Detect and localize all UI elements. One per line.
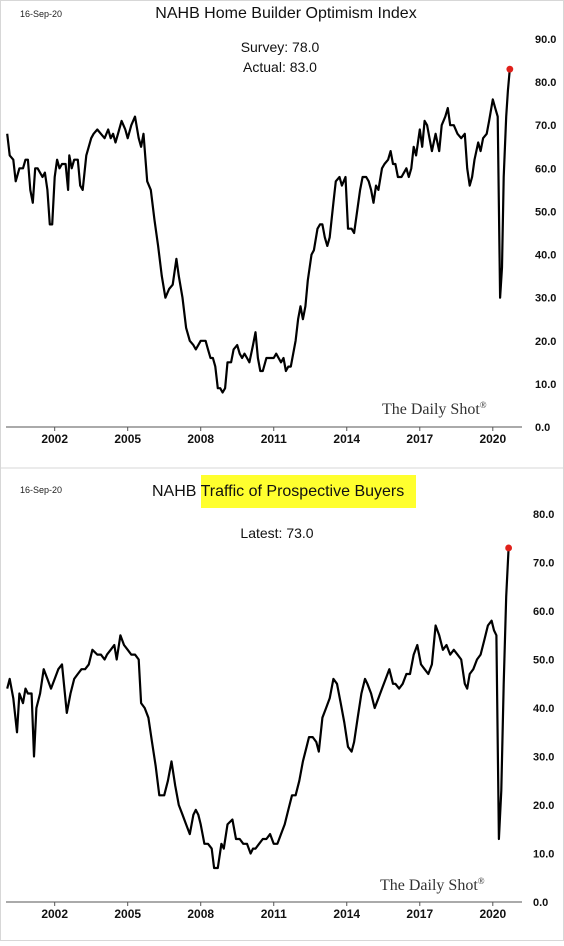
y-tick-label: 0.0 [533,897,548,909]
date-stamp: 16-Sep-20 [20,485,62,495]
y-tick-label: 30.0 [535,293,556,305]
chart-home-builder-optimism: 16-Sep-20 NAHB Home Builder Optimism Ind… [6,5,556,446]
x-tick-label: 2005 [114,432,141,446]
x-tick-label: 2011 [261,907,287,921]
y-tick-label: 70.0 [535,120,556,132]
chart-title: NAHB Traffic of Prospective Buyers [152,483,404,500]
x-tick-label: 2008 [187,907,214,921]
title-highlighted: Traffic of Prospective Buyers [201,483,405,500]
x-tick-label: 2002 [41,907,68,921]
brand-logo: The Daily Shot® [382,400,487,418]
y-tick-label: 50.0 [535,206,556,218]
brand-logo: The Daily Shot® [380,876,485,894]
y-tick-label: 70.0 [533,558,554,570]
brand-mark: ® [480,400,487,410]
y-tick-label: 10.0 [533,849,554,861]
y-tick-label: 50.0 [533,655,554,667]
last-value-point [506,65,514,73]
annotation-survey: Survey: 78.0 [241,39,320,55]
chart-traffic-prospective-buyers: 16-Sep-20 NAHB Traffic of Prospective Bu… [6,475,554,921]
x-tick-label: 2020 [479,432,506,446]
y-tick-label: 90.0 [535,34,556,46]
x-tick-label: 2020 [479,907,506,921]
y-tick-label: 60.0 [533,606,554,618]
x-tick-label: 2014 [333,432,360,446]
annotation-latest: Latest: 73.0 [240,525,313,541]
x-tick-label: 2002 [41,432,68,446]
y-tick-label: 60.0 [535,163,556,175]
series-line [6,547,510,870]
y-tick-label: 80.0 [533,509,554,521]
brand-mark: ® [478,876,485,886]
title-highlight-box [201,475,416,508]
plot-area: 0.0 10.0 20.0 30.0 40.0 50.0 60.0 70.0 80.0 2002 2… [6,509,554,921]
x-tick-label: 2017 [406,432,433,446]
brand-text: The Daily Shot [380,877,478,894]
y-tick-label: 80.0 [535,77,556,89]
y-tick-label: 0.0 [535,422,550,434]
annotation-actual: Actual: 83.0 [243,59,317,75]
x-tick-label: 2011 [261,432,287,446]
chart-title: NAHB Home Builder Optimism Index [155,5,416,22]
y-tick-label: 30.0 [533,752,554,764]
y-tick-label: 20.0 [533,800,554,812]
x-tick-label: 2008 [187,432,214,446]
x-tick-label: 2017 [406,907,433,921]
y-tick-label: 10.0 [535,379,556,391]
title-plain: NAHB [152,483,201,500]
y-tick-label: 20.0 [535,336,556,348]
date-stamp: 16-Sep-20 [20,9,62,19]
x-tick-label: 2014 [333,907,360,921]
y-tick-label: 40.0 [533,703,554,715]
plot-area: 0.0 10.0 20.0 30.0 40.0 50.0 60.0 70.0 80.0 90.0 2… [6,34,556,446]
series-line [6,69,511,394]
last-value-point [505,544,513,552]
brand-text: The Daily Shot [382,401,480,418]
x-tick-label: 2005 [114,907,141,921]
y-tick-label: 40.0 [535,250,556,262]
